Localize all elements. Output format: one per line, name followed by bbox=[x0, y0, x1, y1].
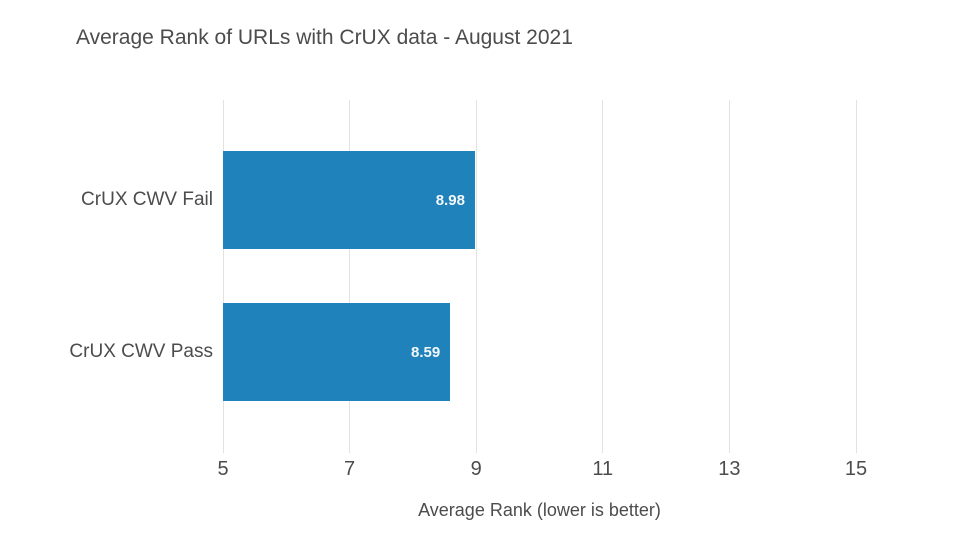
bar-value-label: 8.98 bbox=[435, 191, 465, 209]
x-tick-label: 15 bbox=[844, 458, 868, 480]
bar-row: CrUX CWV Fail 8.98 bbox=[81, 151, 856, 249]
gridline bbox=[602, 100, 604, 453]
plot-area: CrUX CWV Fail 8.98 CrUX CWV Pass 8.59 bbox=[69, 100, 857, 453]
gridline bbox=[222, 100, 224, 453]
gridline bbox=[728, 100, 730, 453]
bar-value-label: 8.59 bbox=[411, 343, 441, 361]
gridline bbox=[855, 100, 857, 453]
chart-title: Average Rank of URLs with CrUX data - Au… bbox=[76, 26, 573, 49]
x-tick-label: 13 bbox=[718, 458, 741, 480]
gridline bbox=[349, 100, 351, 453]
category-label-crux-cwv-fail: CrUX CWV Fail bbox=[81, 189, 213, 210]
x-tick-label: 11 bbox=[592, 458, 614, 480]
category-label-crux-cwv-pass: CrUX CWV Pass bbox=[69, 341, 213, 362]
bars: CrUX CWV Fail 8.98 CrUX CWV Pass 8.59 bbox=[69, 100, 856, 453]
x-tick-label: 7 bbox=[344, 458, 356, 480]
x-axis-ticks: 5 7 9 11 13 15 bbox=[217, 458, 867, 484]
x-tick-label: 5 bbox=[217, 458, 229, 480]
x-axis-label: Average Rank (lower is better) bbox=[418, 500, 661, 520]
bar-crux-cwv-pass[interactable]: 8.59 bbox=[223, 303, 451, 401]
x-tick-label: 9 bbox=[470, 458, 482, 480]
bar-row: CrUX CWV Pass 8.59 bbox=[69, 303, 856, 401]
bar-crux-cwv-fail[interactable]: 8.98 bbox=[223, 151, 475, 249]
gridline bbox=[475, 100, 477, 453]
